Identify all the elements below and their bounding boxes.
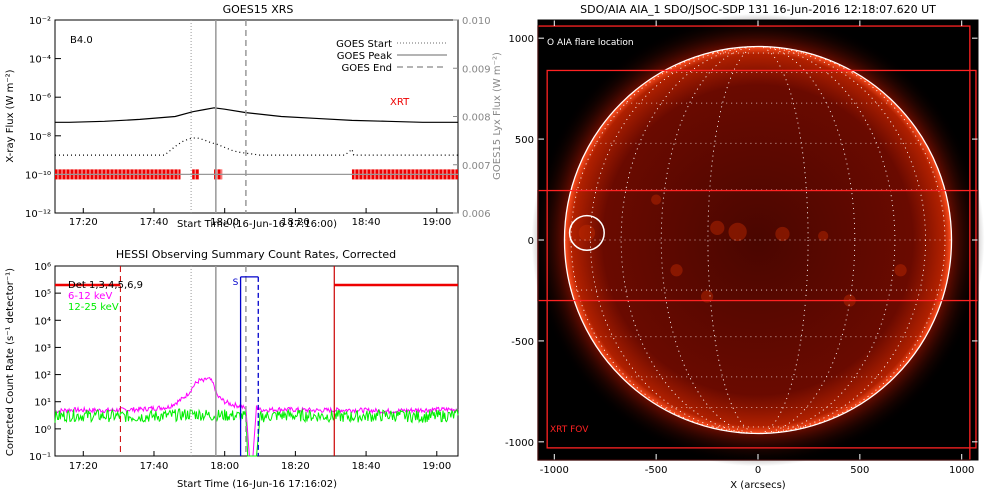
goes-x-tick-label: 18:40 <box>352 217 381 228</box>
solar-disk <box>564 46 952 434</box>
flare-location-label: O AIA flare location <box>547 38 634 48</box>
aia-y-tick-label: 1000 <box>509 34 534 45</box>
aia-y-tick-label: -1000 <box>505 438 534 449</box>
hessi-x-tick-label: 17:40 <box>140 461 169 472</box>
goes-y-tick-label: 10⁻² <box>29 16 51 27</box>
hessi-legend-label: 6-12 keV <box>68 291 112 302</box>
hessi-x-tick-label: 18:00 <box>210 461 239 472</box>
hessi-y-tick-label: 10³ <box>34 343 51 354</box>
goes-y-tick-label: 10⁻⁸ <box>29 132 51 143</box>
goes-x-tick-label: 17:40 <box>140 217 169 228</box>
hessi-x-tick-label: 18:20 <box>281 461 310 472</box>
goes-legend-label: GOES End <box>342 63 392 74</box>
aia-x-tick-label: -500 <box>645 465 668 476</box>
xrt-fov-label: XRT FOV <box>550 425 589 435</box>
hessi-legend-label: Det 1,3,4,5,6,9 <box>68 280 143 291</box>
goes-legend-label: GOES Peak <box>337 51 392 62</box>
flare-location-circle <box>568 214 605 252</box>
active-region <box>578 224 596 242</box>
hessi-x-axis-label: Start Time (16-Jun-16 17:16:02) <box>177 479 337 490</box>
aia-y-tick-label: 0 <box>528 236 534 247</box>
goes-x-tick-label: 19:00 <box>422 217 451 228</box>
aia-x-axis-label: X (arcsecs) <box>730 480 786 491</box>
solar-limb <box>563 45 953 435</box>
hessi-y-tick-label: 10⁴ <box>34 316 51 327</box>
goes-series-1 <box>55 137 458 156</box>
goes-y-tick-label: 10⁻⁶ <box>29 93 51 104</box>
goes-right-tick-label: 0.009 <box>462 64 491 75</box>
hessi-y-tick-label: 10⁶ <box>34 262 51 273</box>
aia-y-tick-label: -500 <box>511 337 534 348</box>
xrt-fov-box <box>546 69 977 449</box>
hessi-y-tick-label: 10⁵ <box>34 289 51 300</box>
active-region <box>700 290 714 303</box>
hessi-x-tick-label: 18:40 <box>352 461 381 472</box>
aia-title: SDO/AIA AIA_1 SDO/JSOC-SDP 131 16-Jun-20… <box>580 3 936 16</box>
goes-series-0 <box>55 107 458 123</box>
goes-y-tick-label: 10⁻⁴ <box>29 55 51 66</box>
goes-title: GOES15 XRS <box>223 3 294 16</box>
longitude-line <box>620 46 896 434</box>
hessi-y-tick-label: 10⁰ <box>34 425 51 436</box>
goes-x-tick-label: 18:20 <box>281 217 310 228</box>
goes-legend-label: GOES Start <box>336 39 392 50</box>
hessi-y-tick-label: 10² <box>34 371 51 382</box>
hessi-y-axis-label: Corrected Count Rate (s⁻¹ detector⁻¹) <box>5 268 16 456</box>
aia-x-tick-label: -1000 <box>540 465 569 476</box>
goes-right-tick-label: 0.007 <box>462 161 491 172</box>
longitude-line <box>707 46 809 434</box>
longitude-line <box>660 46 856 434</box>
hessi-y-tick-label: 10⁻¹ <box>29 452 51 463</box>
longitude-line <box>570 46 946 434</box>
goes-right-axis-label: GOES15 Lyx Flux (W m⁻²) <box>492 52 503 180</box>
active-region <box>710 220 725 236</box>
xrt-label: XRT <box>390 97 410 108</box>
hessi-x-tick-label: 19:00 <box>422 461 451 472</box>
hessi-series-1 <box>54 408 459 457</box>
goes-y-tick-label: 10⁻¹⁰ <box>25 170 51 181</box>
aia-x-tick-label: 0 <box>755 465 761 476</box>
goes-x-tick-label: 18:00 <box>210 217 239 228</box>
active-region <box>728 222 747 242</box>
active-region <box>670 264 683 277</box>
aia-plot-frame <box>537 19 979 461</box>
goes-y-tick-label: 10⁻¹² <box>25 209 51 220</box>
aia-x-tick-label: 500 <box>850 465 869 476</box>
active-region <box>651 194 662 205</box>
hessi-x-tick-label: 17:20 <box>69 461 98 472</box>
goes-right-tick-label: 0.006 <box>462 209 491 220</box>
longitude-line <box>590 46 926 434</box>
active-region <box>818 230 829 242</box>
hessi-legend-label: 12-25 keV <box>68 302 119 313</box>
goes-right-tick-label: 0.008 <box>462 113 491 124</box>
active-region <box>775 226 790 242</box>
active-region <box>894 264 907 277</box>
aia-panel: SDO/AIA AIA_1 SDO/JSOC-SDP 131 16-Jun-20… <box>505 3 985 491</box>
goes-y-axis-label: X-ray Flux (W m⁻²) <box>5 69 16 162</box>
goes-panel: GOES15 XRS 17:20 17:40 18:00 18:20 18:40 19:0… <box>5 3 503 230</box>
goes-class-label: B4.0 <box>70 35 93 46</box>
goes-x-axis-label: Start Time (16-Jun-16 17:16:00) <box>177 219 337 230</box>
goes-x-tick-label: 17:20 <box>69 217 98 228</box>
aia-y-tick-label: 500 <box>515 135 534 146</box>
aia-x-tick-label: 1000 <box>949 465 974 476</box>
heliographic-grid <box>564 46 952 434</box>
hessi-flag-label: S <box>233 278 239 288</box>
hessi-panel: HESSI Observing Summary Count Rates, Cor… <box>5 248 459 490</box>
hessi-y-tick-label: 10¹ <box>34 398 51 409</box>
goes-right-tick-label: 0.010 <box>462 16 491 27</box>
hessi-title: HESSI Observing Summary Count Rates, Cor… <box>116 248 396 261</box>
